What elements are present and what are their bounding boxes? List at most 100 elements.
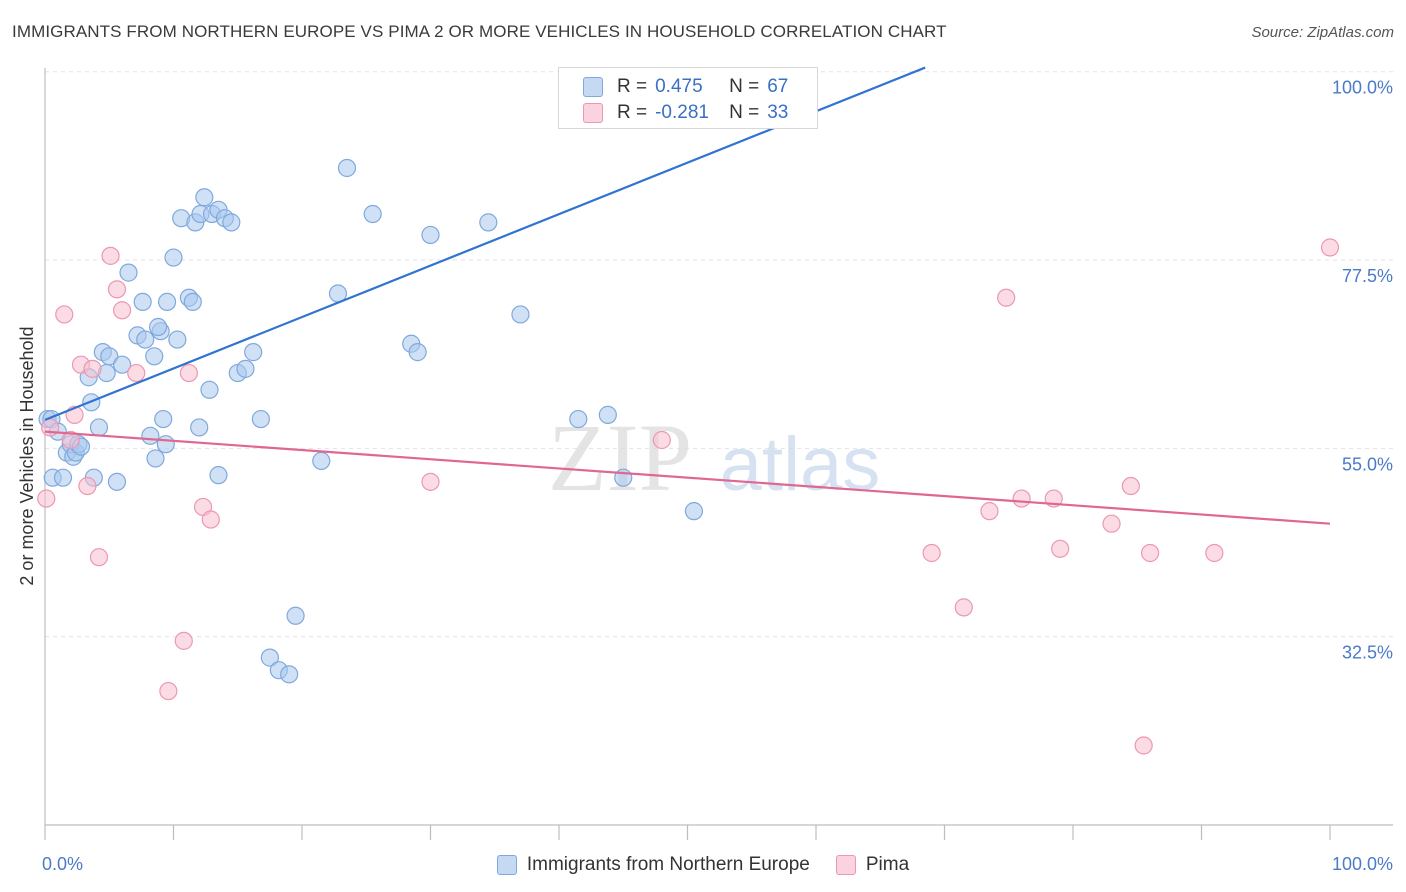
axis-labels: 2 or more Vehicles in Household 100.0% 77… — [17, 78, 1393, 874]
point-pima — [78, 476, 97, 496]
point-immigrants — [100, 347, 119, 366]
point-immigrants — [280, 665, 299, 684]
r-label: R = — [617, 102, 648, 123]
chart-source: Source: ZipAtlas.com — [1251, 24, 1394, 41]
point-immigrants — [408, 343, 427, 362]
y-axis-label: 2 or more Vehicles in Household — [17, 326, 37, 585]
y-tick-label: 77.5% — [1342, 266, 1393, 286]
point-immigrants — [511, 305, 530, 324]
point-immigrants — [154, 409, 173, 429]
point-immigrants — [598, 405, 617, 424]
stats-row-pima: R = -0.281 N = 33 — [583, 100, 788, 126]
legend-swatch-immigrants — [496, 855, 517, 875]
r-value: 0.475 — [655, 76, 703, 97]
x-tick-label: 0.0% — [42, 854, 83, 874]
point-immigrants — [112, 355, 132, 374]
point-pima — [1012, 489, 1031, 508]
r-label: R = — [617, 76, 648, 97]
point-immigrants — [164, 248, 183, 267]
chart-legend: Immigrants from Northern Europe Pima — [0, 852, 1406, 878]
point-immigrants — [145, 347, 164, 366]
point-immigrants — [236, 359, 255, 378]
n-label: N = — [729, 76, 760, 97]
point-pima — [89, 548, 109, 567]
stats-swatch-immigrants — [583, 77, 603, 97]
point-pima — [421, 472, 440, 491]
point-pima — [61, 430, 80, 450]
point-pima — [107, 280, 127, 299]
point-pima — [37, 489, 56, 508]
point-pima — [1134, 736, 1153, 755]
point-pima — [652, 430, 671, 450]
point-pima — [1051, 539, 1070, 558]
stats-swatch-pima — [583, 103, 603, 123]
point-immigrants — [157, 292, 177, 312]
point-immigrants — [363, 204, 382, 224]
point-immigrants — [119, 263, 138, 282]
point-pima — [112, 301, 132, 320]
legend-swatch-pima — [835, 855, 856, 875]
point-immigrants — [200, 380, 219, 399]
point-pima — [159, 681, 178, 701]
stats-row-immigrants: R = 0.475 N = 67 — [583, 74, 788, 100]
axes — [44, 68, 1393, 840]
watermark-atlas: atlas — [720, 422, 881, 507]
point-immigrants — [183, 292, 202, 312]
point-immigrants — [146, 449, 165, 468]
legend-label-immigrants: Immigrants from Northern Europe — [526, 854, 810, 875]
point-immigrants — [133, 292, 152, 312]
point-immigrants — [190, 418, 209, 437]
point-pima — [83, 359, 102, 378]
legend-label-pima: Pima — [865, 854, 910, 875]
point-pima — [1205, 543, 1224, 563]
point-immigrants — [251, 409, 270, 429]
point-pima — [1140, 543, 1160, 563]
point-immigrants — [136, 330, 155, 349]
point-pima — [101, 246, 120, 265]
point-immigrants — [222, 213, 241, 232]
point-pima — [954, 598, 973, 617]
n-value: 33 — [767, 102, 789, 123]
point-immigrants — [156, 435, 175, 454]
point-pima — [179, 363, 199, 383]
point-immigrants — [244, 343, 263, 362]
point-immigrants — [141, 426, 160, 445]
r-value: -0.281 — [655, 102, 709, 123]
trend-line-pima — [44, 430, 1331, 525]
point-immigrants — [209, 466, 228, 485]
legend-item-immigrants[interactable]: Immigrants from Northern Europe — [496, 854, 810, 876]
point-immigrants — [312, 451, 331, 471]
point-pima — [1320, 238, 1340, 257]
y-tick-label: 55.0% — [1342, 454, 1393, 474]
point-pima — [980, 502, 999, 521]
point-pima — [922, 543, 941, 563]
point-pima — [997, 288, 1016, 307]
chart-title: IMMIGRANTS FROM NORTHERN EUROPE VS PIMA … — [12, 22, 947, 41]
n-value: 67 — [767, 76, 789, 97]
point-immigrants — [89, 418, 109, 437]
stats-legend: R = 0.475 N = 67 R = -0.281 N = 33 — [558, 67, 818, 129]
legend-item-pima[interactable]: Pima — [835, 854, 910, 876]
point-immigrants — [421, 225, 440, 245]
point-immigrants — [148, 317, 168, 337]
watermark: ZIP atlas — [548, 404, 880, 511]
y-tick-label: 100.0% — [1332, 78, 1393, 98]
point-immigrants — [168, 330, 187, 349]
point-pima — [201, 510, 220, 529]
point-pima — [174, 631, 193, 650]
y-tick-label: 32.5% — [1342, 643, 1393, 663]
n-label: N = — [729, 102, 760, 123]
point-pima — [1121, 476, 1140, 496]
point-immigrants — [337, 158, 357, 178]
x-tick-label: 100.0% — [1332, 854, 1393, 874]
point-immigrants — [286, 606, 305, 625]
point-pima — [1102, 514, 1121, 533]
point-immigrants — [195, 188, 214, 207]
point-immigrants — [53, 468, 73, 487]
point-immigrants — [479, 213, 498, 232]
point-immigrants — [569, 409, 588, 429]
point-pima — [127, 363, 146, 383]
point-immigrants — [107, 472, 127, 491]
point-immigrants — [684, 502, 704, 521]
